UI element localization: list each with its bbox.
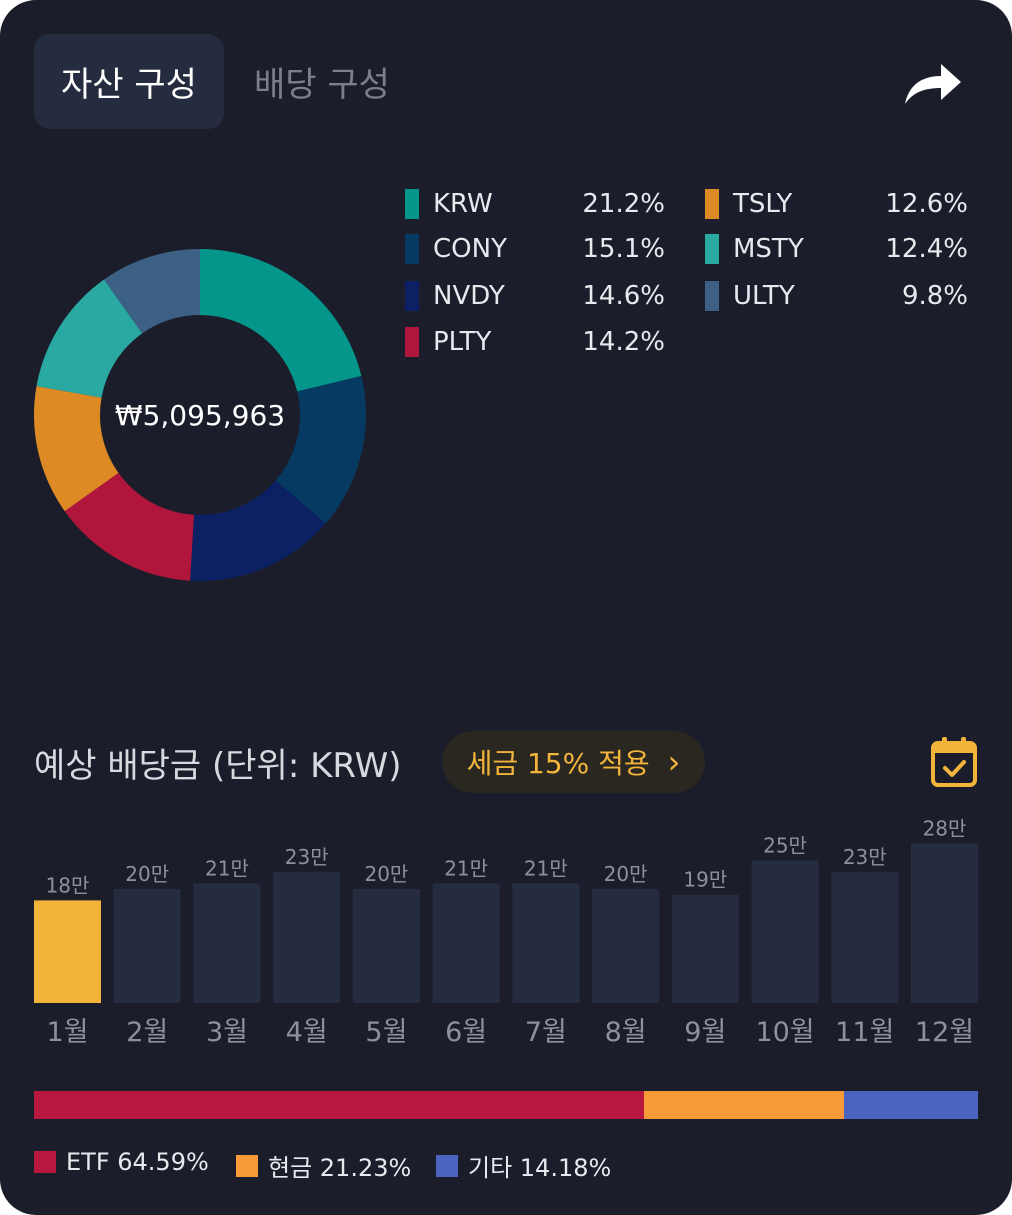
stack-legend-label: ETF 64.59% <box>66 1148 209 1176</box>
calendar-check-icon[interactable] <box>930 736 978 788</box>
month-tick-label: 10월 <box>755 1017 814 1048</box>
legend-item-plty: PLTY 14.2% <box>405 325 665 359</box>
dividend-bar[interactable] <box>911 843 978 1003</box>
legend-swatch <box>405 189 419 219</box>
month-tick-label: 11월 <box>835 1017 894 1048</box>
stack-legend-other: 기타 14.18% <box>436 1148 611 1183</box>
bar-value-label: 23만 <box>285 845 329 869</box>
month-tick-label: 6월 <box>445 1017 487 1048</box>
month-tick-label: 5월 <box>365 1017 407 1048</box>
dividend-bar[interactable] <box>273 871 341 1003</box>
stack-legend-etf: ETF 64.59% <box>34 1148 209 1176</box>
month-tick-label: 12월 <box>915 1017 974 1048</box>
legend-swatch <box>405 281 419 311</box>
legend-percent: 12.4% <box>885 234 968 264</box>
bar-value-label: 19만 <box>683 868 727 892</box>
month-tick-label: 2월 <box>126 1017 168 1048</box>
dividend-bar[interactable] <box>193 883 261 1003</box>
month-tick-label: 9월 <box>684 1017 726 1048</box>
legend-percent: 14.2% <box>582 327 665 357</box>
bar-value-label: 18만 <box>46 873 90 897</box>
expected-dividend-title: 예상 배당금 (단위: KRW) <box>34 746 402 786</box>
dividend-bar[interactable] <box>512 883 580 1003</box>
legend-name: MSTY <box>733 234 804 264</box>
bar-value-label: 21만 <box>205 856 249 880</box>
stack-segment-other <box>844 1091 978 1119</box>
bar-value-label: 20만 <box>364 862 408 886</box>
bar-value-label: 20만 <box>604 862 648 886</box>
dividend-bar[interactable] <box>831 871 899 1003</box>
legend-swatch <box>405 234 419 264</box>
donut-slice-cony <box>275 375 366 524</box>
legend-item-tsly: TSLY 12.6% <box>705 187 968 221</box>
dividend-bar[interactable] <box>671 894 739 1003</box>
legend-swatch <box>405 327 419 357</box>
dividend-bar[interactable] <box>432 883 500 1003</box>
month-tick-label: 4월 <box>286 1017 328 1048</box>
donut-slice-msty <box>36 279 143 398</box>
dividend-bar[interactable] <box>751 860 819 1004</box>
share-arrow-icon[interactable] <box>903 58 963 106</box>
legend-percent: 15.1% <box>582 234 665 264</box>
legend-percent: 12.6% <box>885 189 968 219</box>
legend-name: PLTY <box>433 327 492 357</box>
legend-item-cony: CONY 15.1% <box>405 232 665 266</box>
donut-slice-nvdy <box>190 480 326 581</box>
legend-item-msty: MSTY 12.4% <box>705 232 968 266</box>
donut-slice-krw <box>200 249 362 392</box>
legend-swatch <box>705 189 719 219</box>
donut-slice-plty <box>64 472 195 581</box>
bar-value-label: 23만 <box>843 845 887 869</box>
asset-donut-chart: ₩5,095,963 <box>34 249 366 581</box>
month-tick-label: 8월 <box>605 1017 647 1048</box>
dividend-bar[interactable] <box>113 889 181 1003</box>
legend-swatch <box>34 1151 56 1173</box>
bar-value-label: 20만 <box>125 862 169 886</box>
bar-value-label: 21만 <box>524 856 568 880</box>
legend-percent: 9.8% <box>901 281 968 311</box>
tab-asset-composition[interactable]: 자산 구성 <box>34 34 224 129</box>
composition-stacked-bar <box>34 1091 978 1119</box>
chevron-right-icon: › <box>667 743 681 781</box>
legend-name: NVDY <box>433 281 505 311</box>
tax-applied-label: 세금 15% 적용 <box>466 747 650 780</box>
legend-item-nvdy: NVDY 14.6% <box>405 279 665 313</box>
legend-swatch <box>705 234 719 264</box>
donut-slice-ulty <box>104 249 200 334</box>
legend-percent: 14.6% <box>582 281 665 311</box>
legend-swatch <box>236 1154 258 1177</box>
legend-name: TSLY <box>733 189 793 219</box>
monthly-dividend-bar-chart: 18만 1월 20만 2월 21만 3월 23만 4월 20만 5월 21만 6월 21만 7월 20만 8월… <box>34 816 978 1048</box>
dividend-bar[interactable] <box>592 889 660 1003</box>
stack-legend-label: 기타 14.18% <box>468 1154 612 1182</box>
legend-swatch <box>705 281 719 311</box>
legend-swatch <box>436 1154 458 1177</box>
month-tick-label: 7월 <box>525 1017 567 1048</box>
bar-value-label: 28만 <box>923 816 967 840</box>
stack-legend-cash: 현금 21.23% <box>236 1148 411 1183</box>
month-tick-label: 3월 <box>206 1017 248 1048</box>
tax-applied-button[interactable]: 세금 15% 적용 › <box>442 731 705 793</box>
tab-dividend-composition[interactable]: 배당 구성 <box>254 65 390 105</box>
legend-name: ULTY <box>733 281 795 311</box>
legend-item-ulty: ULTY 9.8% <box>705 279 968 313</box>
legend-name: KRW <box>433 189 493 219</box>
stack-legend-label: 현금 21.23% <box>268 1154 412 1182</box>
legend-percent: 21.2% <box>582 189 665 219</box>
stack-segment-cash <box>643 1091 845 1119</box>
stack-segment-etf <box>34 1091 644 1119</box>
dividend-bar[interactable] <box>34 900 101 1003</box>
month-tick-label: 1월 <box>46 1017 88 1048</box>
donut-center-total: ₩5,095,963 <box>115 399 285 432</box>
donut-slice-tsly <box>34 386 119 512</box>
bar-value-label: 25만 <box>763 834 807 858</box>
legend-name: CONY <box>433 234 507 264</box>
bar-value-label: 21만 <box>444 856 488 880</box>
legend-item-krw: KRW 21.2% <box>405 187 665 221</box>
dividend-bar[interactable] <box>352 889 420 1003</box>
